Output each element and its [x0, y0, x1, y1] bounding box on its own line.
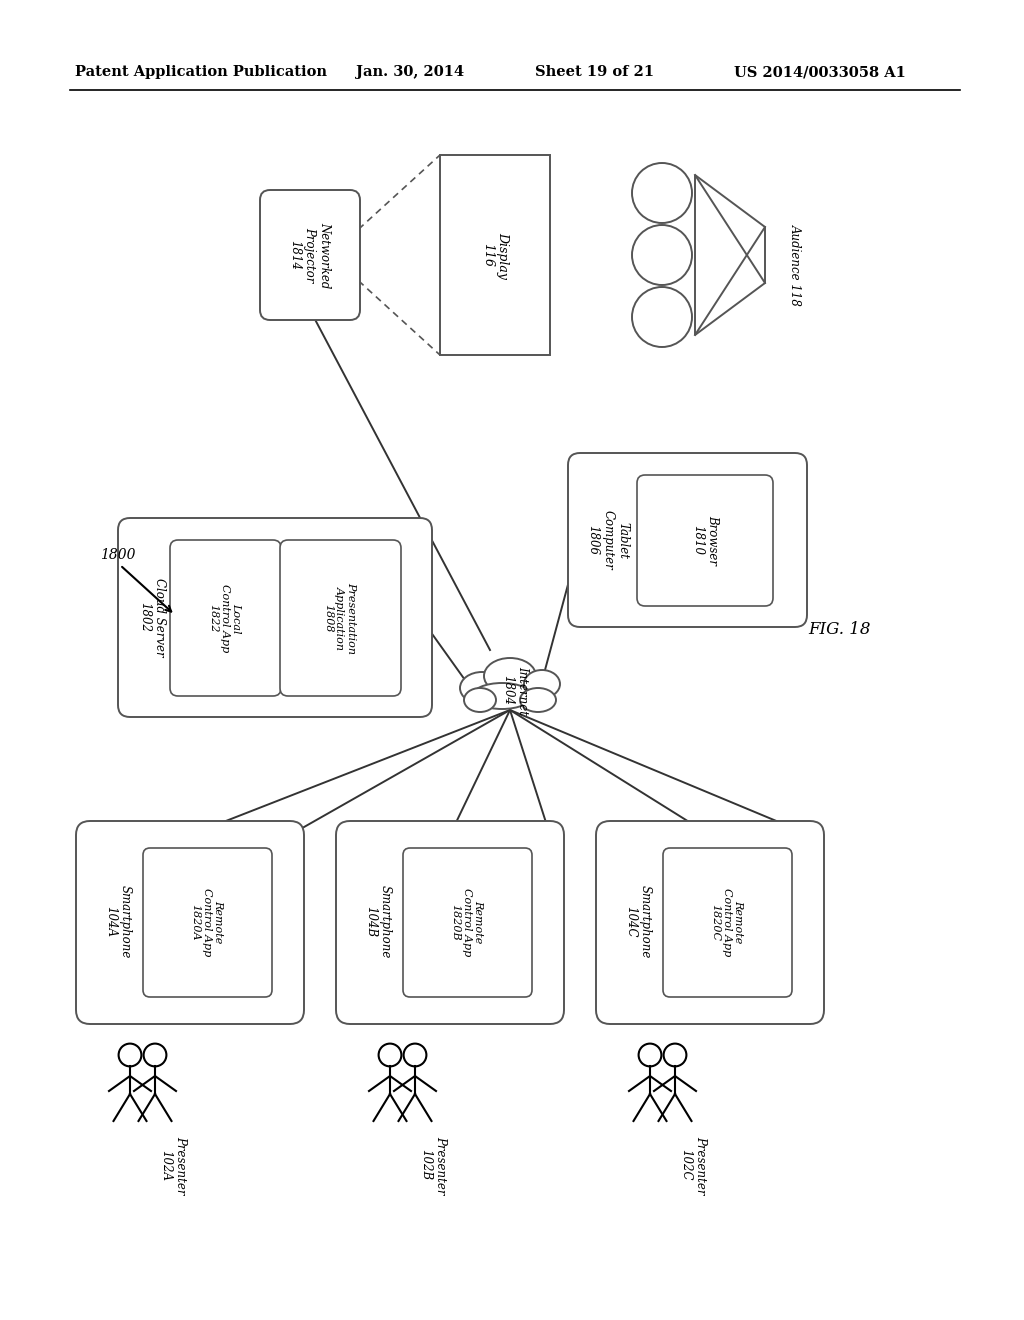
- Text: Smartphone
104C: Smartphone 104C: [624, 886, 652, 958]
- Text: Audience 118: Audience 118: [788, 224, 802, 306]
- Text: Presentation
Application
1808: Presentation Application 1808: [324, 582, 356, 653]
- FancyBboxPatch shape: [637, 475, 773, 606]
- Text: Remote
Control App
1820C: Remote Control App 1820C: [711, 888, 743, 956]
- Ellipse shape: [484, 657, 536, 694]
- Ellipse shape: [472, 682, 532, 709]
- Text: Internet
1804: Internet 1804: [501, 665, 529, 714]
- Text: Sheet 19 of 21: Sheet 19 of 21: [536, 65, 654, 79]
- Text: Local
Control App
1822: Local Control App 1822: [209, 583, 242, 652]
- Text: Patent Application Publication: Patent Application Publication: [75, 65, 327, 79]
- Text: Presenter
102B: Presenter 102B: [419, 1135, 447, 1195]
- FancyBboxPatch shape: [403, 847, 532, 997]
- Text: Browser
1810: Browser 1810: [691, 515, 719, 565]
- Text: Presenter
102A: Presenter 102A: [159, 1135, 187, 1195]
- Text: Remote
Control App
1820B: Remote Control App 1820B: [451, 888, 483, 956]
- Ellipse shape: [520, 688, 556, 711]
- Text: FIG. 18: FIG. 18: [809, 622, 871, 639]
- Ellipse shape: [464, 688, 496, 711]
- Text: Remote
Control App
1820A: Remote Control App 1820A: [190, 888, 223, 956]
- FancyBboxPatch shape: [336, 821, 564, 1024]
- Text: Presenter
102C: Presenter 102C: [679, 1135, 707, 1195]
- Text: Cloud Server
1802: Cloud Server 1802: [138, 578, 166, 656]
- Text: Smartphone
104B: Smartphone 104B: [364, 886, 392, 958]
- Ellipse shape: [524, 671, 560, 698]
- FancyBboxPatch shape: [280, 540, 401, 696]
- FancyBboxPatch shape: [260, 190, 360, 319]
- Text: 1800: 1800: [100, 548, 135, 562]
- FancyBboxPatch shape: [568, 453, 807, 627]
- FancyBboxPatch shape: [118, 517, 432, 717]
- Ellipse shape: [460, 672, 504, 704]
- Text: Display
116: Display 116: [481, 231, 509, 279]
- FancyBboxPatch shape: [170, 540, 281, 696]
- Text: Networked
Projector
1814: Networked Projector 1814: [289, 222, 332, 288]
- Text: Tablet
Computer
1806: Tablet Computer 1806: [587, 510, 630, 570]
- FancyBboxPatch shape: [143, 847, 272, 997]
- FancyBboxPatch shape: [596, 821, 824, 1024]
- Text: Jan. 30, 2014: Jan. 30, 2014: [356, 65, 464, 79]
- FancyBboxPatch shape: [663, 847, 792, 997]
- Text: US 2014/0033058 A1: US 2014/0033058 A1: [734, 65, 906, 79]
- Text: Smartphone
104A: Smartphone 104A: [104, 886, 132, 958]
- FancyBboxPatch shape: [76, 821, 304, 1024]
- Bar: [440, 154, 550, 355]
